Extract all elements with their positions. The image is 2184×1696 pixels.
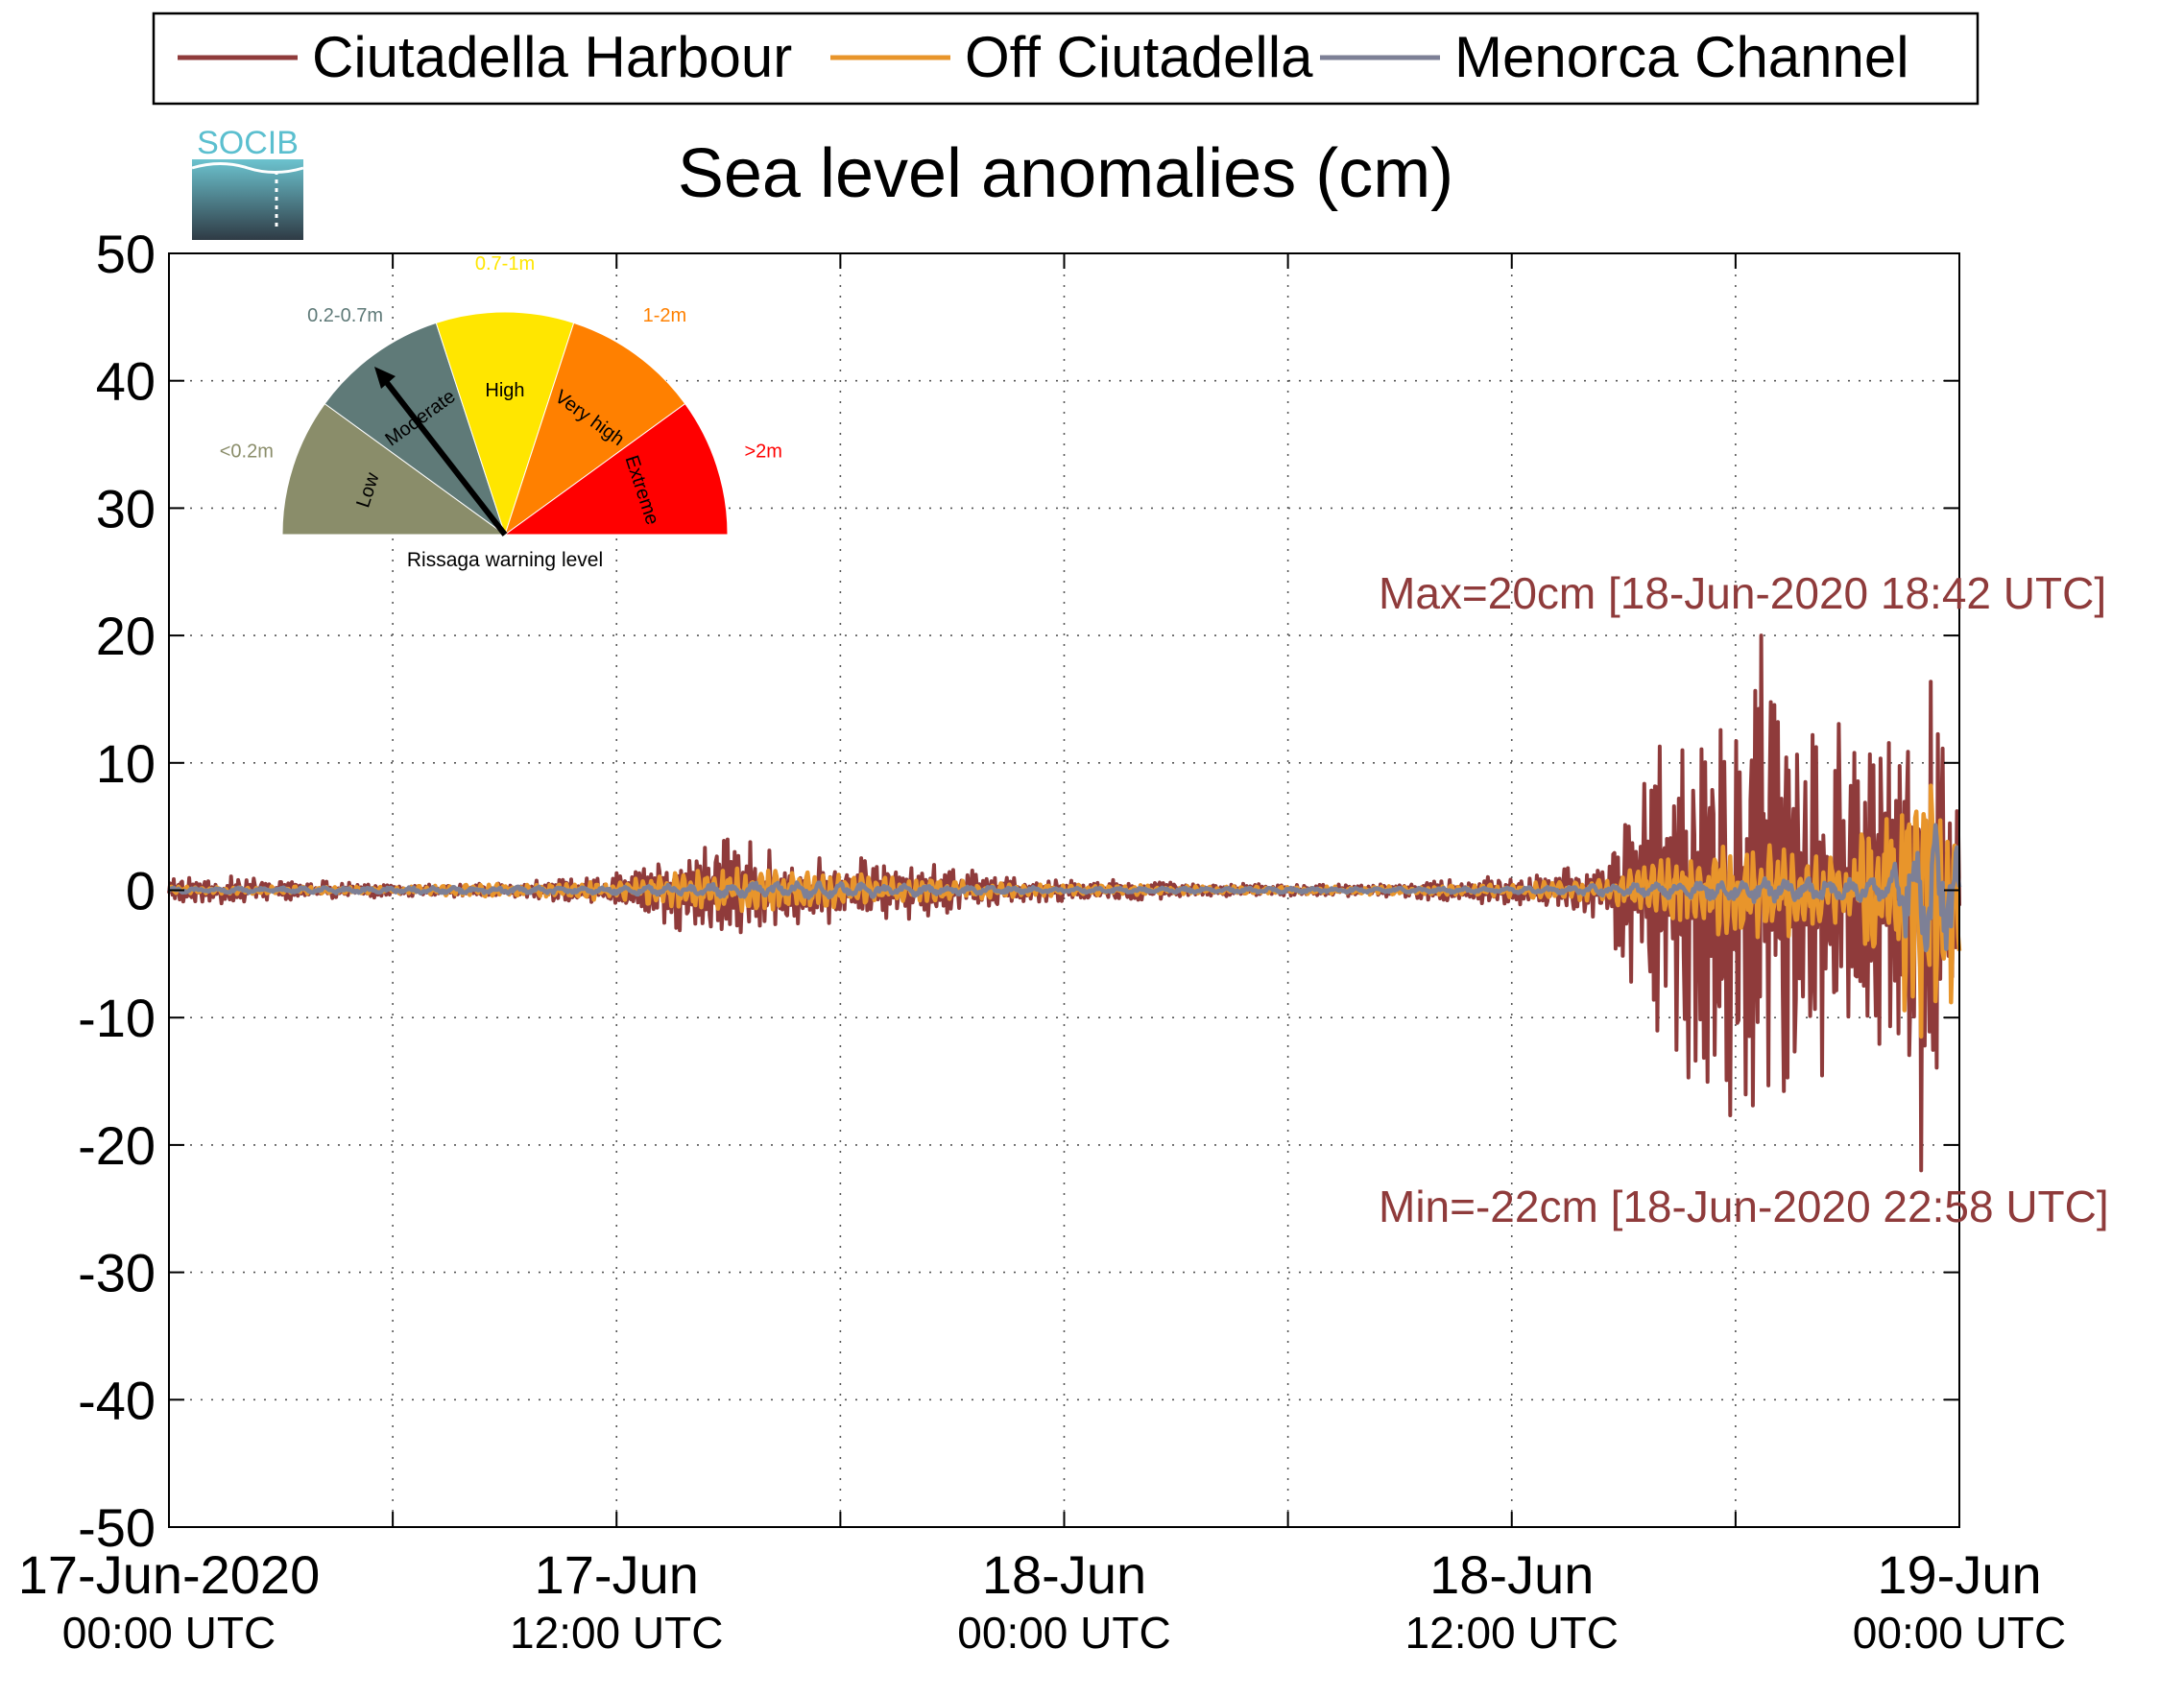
min-annotation: Min=-22cm [18-Jun-2020 22:58 UTC]: [1379, 1182, 2109, 1231]
x-tick-label-date: 18-Jun: [1429, 1544, 1594, 1605]
x-tick-label-date: 18-Jun: [982, 1544, 1146, 1605]
y-tick-label: 30: [96, 478, 156, 538]
chart-title: Sea level anomalies (cm): [678, 135, 1453, 212]
gauge-range-label: 0.7-1m: [475, 253, 535, 275]
series-line-3: [167, 823, 1962, 953]
legend-box: [152, 12, 1980, 106]
max-annotation: Max=20cm [18-Jun-2020 18:42 UTC]: [1379, 568, 2106, 618]
legend-label: Ciutadella Harbour: [312, 25, 792, 89]
series-lines: [167, 633, 1962, 1173]
y-tick-label: 20: [96, 606, 156, 666]
gauge-sector-2: [324, 322, 506, 537]
gauge-range-label: >2m: [744, 442, 781, 463]
x-tick-label-time: 12:00 UTC: [1405, 1608, 1619, 1658]
x-tick-label-time: 00:00 UTC: [1853, 1608, 2066, 1658]
y-tick-label: -30: [78, 1243, 156, 1303]
legend: Ciutadella Harbour Off Ciutadella Menorca …: [152, 12, 1980, 106]
gauge-needle-tip: [374, 367, 396, 389]
gauge-range-label: 0.2-0.7m: [307, 305, 383, 326]
y-tick-label: 10: [96, 733, 156, 794]
gauge-caption: Rissaga warning level: [407, 549, 603, 571]
x-tick-label-date: 19-Jun: [1877, 1544, 2041, 1605]
logo-text: SOCIB: [197, 125, 299, 161]
x-tick-label-date: 17-Jun-2020: [18, 1544, 320, 1605]
x-tick-label-time: 00:00 UTC: [62, 1608, 276, 1658]
gauge-sector-label: High: [485, 380, 524, 401]
gauge-range-label: 1-2m: [643, 305, 687, 326]
x-tick-label-date: 17-Jun: [535, 1544, 699, 1605]
socib-logo: SOCIB: [191, 125, 304, 240]
y-axis-labels: 50 40 30 20 10 0 -10 -20 -30 -40 -50: [78, 224, 156, 1558]
logo-wave: [191, 162, 304, 174]
gauge-needle: [378, 373, 508, 537]
gauge-sector-5: [503, 402, 729, 536]
gauge-range-label: <0.2m: [220, 442, 274, 463]
y-tick-label: -50: [78, 1497, 156, 1558]
legend-label: Menorca Channel: [1454, 25, 1909, 89]
x-tick-label-time: 12:00 UTC: [510, 1608, 723, 1658]
y-tick-label: 50: [96, 224, 156, 284]
gauge-sector-3: [435, 311, 575, 537]
gauge-sector-1: [281, 402, 507, 536]
y-tick-label: -20: [78, 1115, 156, 1176]
y-tick-label: 0: [126, 861, 156, 921]
x-tick-label-time: 00:00 UTC: [957, 1608, 1170, 1658]
y-tick-label: 40: [96, 351, 156, 412]
y-tick-label: -10: [78, 988, 156, 1048]
gauge-sector-4: [504, 322, 686, 537]
legend-label: Off Ciutadella: [965, 25, 1313, 89]
axis-ticks: [168, 252, 1960, 1528]
y-tick-label: -40: [78, 1370, 156, 1430]
